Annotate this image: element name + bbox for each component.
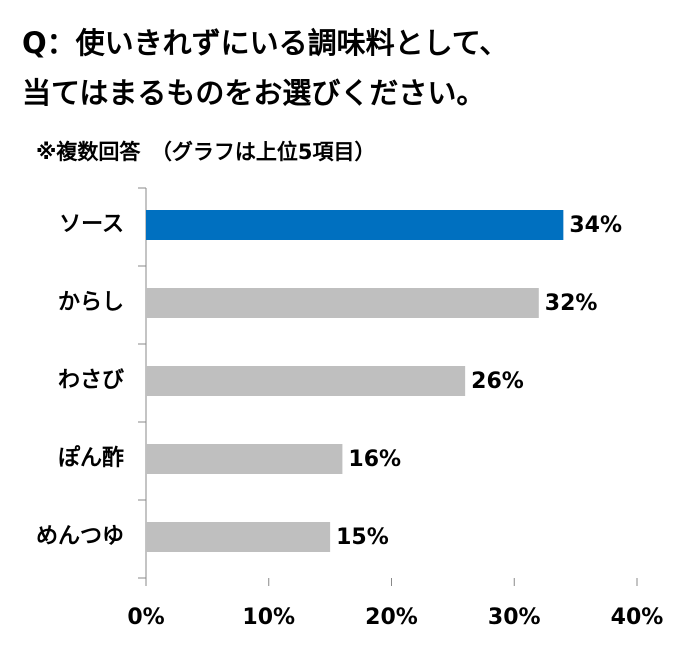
bar: [146, 288, 539, 318]
y-tick-label: からし: [58, 290, 124, 315]
data-label: 26%: [471, 369, 524, 394]
bar: [146, 444, 343, 474]
data-label: 16%: [348, 447, 401, 472]
y-tick-label: ソース: [59, 212, 124, 237]
bar: [146, 210, 564, 240]
y-tick-label: ぽん酢: [58, 445, 124, 471]
x-tick-label: 10%: [242, 605, 295, 630]
chart-subtitle: ※複数回答 （グラフは上位5項目）: [36, 140, 376, 164]
chart-title: Q：使いきれずにいる調味料として、: [22, 26, 508, 60]
x-tick-label: 0%: [127, 605, 164, 630]
bar: [146, 366, 466, 396]
x-tick-label: 40%: [611, 605, 664, 630]
y-tick-label: わさび: [58, 368, 124, 393]
y-tick-label: めんつゆ: [36, 524, 124, 549]
chart-title: 当てはまるものをお選びください。: [22, 76, 485, 110]
bar: [146, 522, 331, 552]
x-tick-label: 20%: [365, 605, 418, 630]
x-tick-label: 30%: [488, 605, 541, 630]
data-label: 34%: [569, 213, 622, 238]
data-label: 32%: [545, 291, 598, 316]
data-label: 15%: [336, 525, 389, 550]
